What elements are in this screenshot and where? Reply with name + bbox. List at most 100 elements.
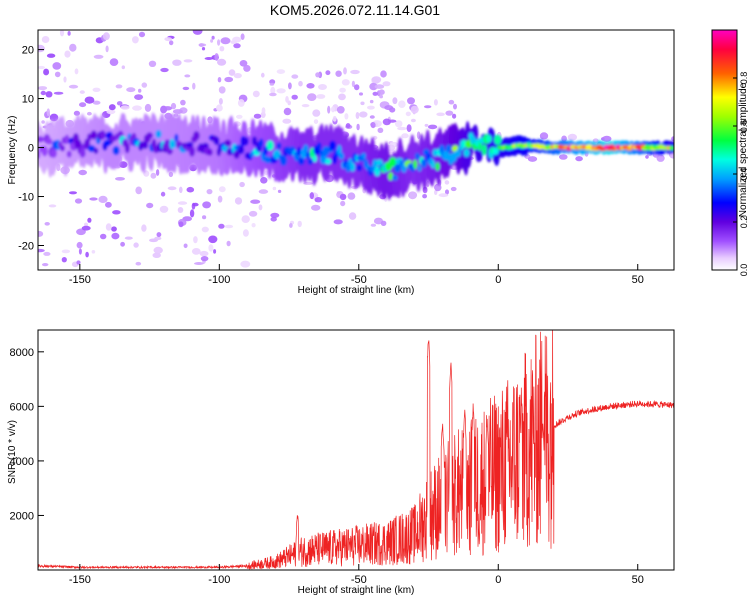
ridge-core xyxy=(258,138,264,148)
ridge-core xyxy=(99,130,106,140)
spectrogram-noise-blob xyxy=(351,80,355,88)
spectrogram-noise-blob xyxy=(218,98,223,105)
spectrogram-noise-blob xyxy=(38,86,48,91)
spectrogram-noise-blob xyxy=(416,131,421,139)
spectrogram-noise-blob xyxy=(43,68,50,76)
spectrogram-noise-blob xyxy=(374,84,385,89)
spectrogram-noise-blob xyxy=(438,193,449,198)
spectrogram-noise-blob xyxy=(189,209,195,218)
spectrogram-noise-blob xyxy=(192,82,196,90)
spectrogram-ytick-label: 10 xyxy=(22,94,34,106)
spectrogram-noise-blob xyxy=(217,195,223,203)
ridge-core xyxy=(414,152,420,160)
ridge-core xyxy=(263,145,269,156)
spectrogram-noise-blob xyxy=(208,244,214,252)
spectrogram-panel: -150 -100 -50 0 50 20 10 0 -10 -20 Height of str… xyxy=(7,29,675,296)
ridge-core xyxy=(481,144,487,156)
ridge-core xyxy=(431,160,435,169)
ridge-core xyxy=(193,131,200,141)
spectrogram-frame xyxy=(37,29,675,271)
ridge-core xyxy=(266,140,274,151)
ridge-core xyxy=(389,157,397,167)
spectrogram-noise-blob xyxy=(191,248,201,255)
colorbar: 0.0 0.2 0.4 0.6 0.8 Normalized spectral ampl… xyxy=(711,29,749,276)
spectrogram-noise-blob xyxy=(315,72,320,78)
spectrogram-noise-blob xyxy=(192,202,199,207)
spectrogram-noise-blob xyxy=(428,124,438,130)
ridge-core xyxy=(237,145,245,155)
spectrogram-noise-blob xyxy=(243,64,251,72)
ridge-core xyxy=(276,142,282,150)
spectrogram-noise-blob xyxy=(186,186,195,193)
spectrogram-noise-blob xyxy=(285,96,289,103)
snr-ytick-label: 8000 xyxy=(10,347,34,359)
spectrogram-noise-blob xyxy=(164,37,172,42)
spectrogram-noise-blob xyxy=(201,47,206,51)
spectrogram-noise-blob xyxy=(367,105,375,110)
spectrogram-noise-blob xyxy=(53,91,64,95)
spectrogram-noise-blob xyxy=(314,197,323,203)
spectrogram-noise-blob xyxy=(217,58,227,66)
spectrogram-noise-blob xyxy=(401,133,409,139)
ridge-core xyxy=(668,145,674,151)
snr-panel: -150 -100 -50 0 50 8000 6000 4000 2000 Height o… xyxy=(7,329,675,596)
ridge-core xyxy=(329,140,337,151)
spectrogram-noise-blob xyxy=(283,107,292,116)
ridge-core xyxy=(188,146,196,157)
spectrogram-noise-blob xyxy=(276,69,286,74)
spectrogram-noise-blob xyxy=(253,113,262,119)
spectrogram-noise-blob xyxy=(232,36,242,43)
spectrogram-noise-blob xyxy=(204,57,214,60)
ridge-core xyxy=(50,148,57,158)
spectrogram-noise-blob xyxy=(301,104,310,108)
ridge-core xyxy=(492,147,499,155)
spectrogram-noise-blob xyxy=(214,53,219,61)
spectrogram-noise-blob xyxy=(178,221,184,228)
spectrogram-noise-blob xyxy=(313,119,319,124)
ridge-core xyxy=(87,133,92,142)
spectrogram-noise-blob xyxy=(177,207,184,213)
spectrogram-noise-blob xyxy=(132,105,142,111)
spectrogram-noise-blob xyxy=(392,97,398,105)
spectrogram-noise-blob xyxy=(41,36,50,43)
spectrogram-noise-blob xyxy=(172,59,182,66)
spectrogram-noise-blob xyxy=(42,263,49,267)
spectrogram-noise-blob xyxy=(426,180,430,187)
spectrogram-noise-blob xyxy=(200,256,209,262)
spectrogram-noise-blob xyxy=(370,122,376,129)
spectrogram-noise-blob xyxy=(226,240,231,247)
spectrogram-noise-blob xyxy=(369,82,378,91)
spectrogram-noise-blob xyxy=(379,94,383,99)
spectrogram-noise-blob xyxy=(207,116,213,124)
spectrogram-noise-blob xyxy=(138,88,142,93)
spectrogram-noise-blob xyxy=(98,195,108,203)
figure-title: KOM5.2026.072.11.14.G01 xyxy=(270,2,440,18)
ridge-core xyxy=(213,136,220,146)
spectrogram-noise-blob xyxy=(370,223,377,227)
spectrogram-noise-blob xyxy=(261,107,266,115)
ridge-core xyxy=(74,139,82,150)
spectrogram-noise-blob xyxy=(369,115,375,119)
spectrogram-noise-blob xyxy=(380,220,387,226)
spectrogram-noise-blob xyxy=(150,172,157,179)
spectrogram-noise-blob xyxy=(38,248,45,253)
spectrogram-noise-blob xyxy=(228,69,236,76)
spectrogram-noise-blob xyxy=(410,118,416,123)
ridge-core xyxy=(306,151,310,160)
spectrogram-noise-blob xyxy=(233,73,242,79)
spectrogram-noise-blob xyxy=(407,97,415,105)
spectrogram-noise-blob xyxy=(269,82,275,86)
spectrogram-noise-blob xyxy=(141,224,147,232)
spectrogram-noise-blob xyxy=(372,91,378,96)
spectrogram-noise-blob xyxy=(380,70,387,78)
spectrogram-noise-blob xyxy=(54,71,61,78)
ridge-core xyxy=(297,157,305,166)
ridge-core xyxy=(485,135,492,143)
spectrogram-noise-blob xyxy=(450,186,457,192)
spectrogram-noise-blob xyxy=(360,101,365,106)
spectrogram-noise-blob xyxy=(220,37,231,45)
spectrogram-noise-blob xyxy=(377,127,384,133)
spectrogram-xtick-label: 50 xyxy=(632,274,644,286)
spectrogram-noise-blob xyxy=(69,191,77,195)
ridge-core xyxy=(338,152,345,160)
